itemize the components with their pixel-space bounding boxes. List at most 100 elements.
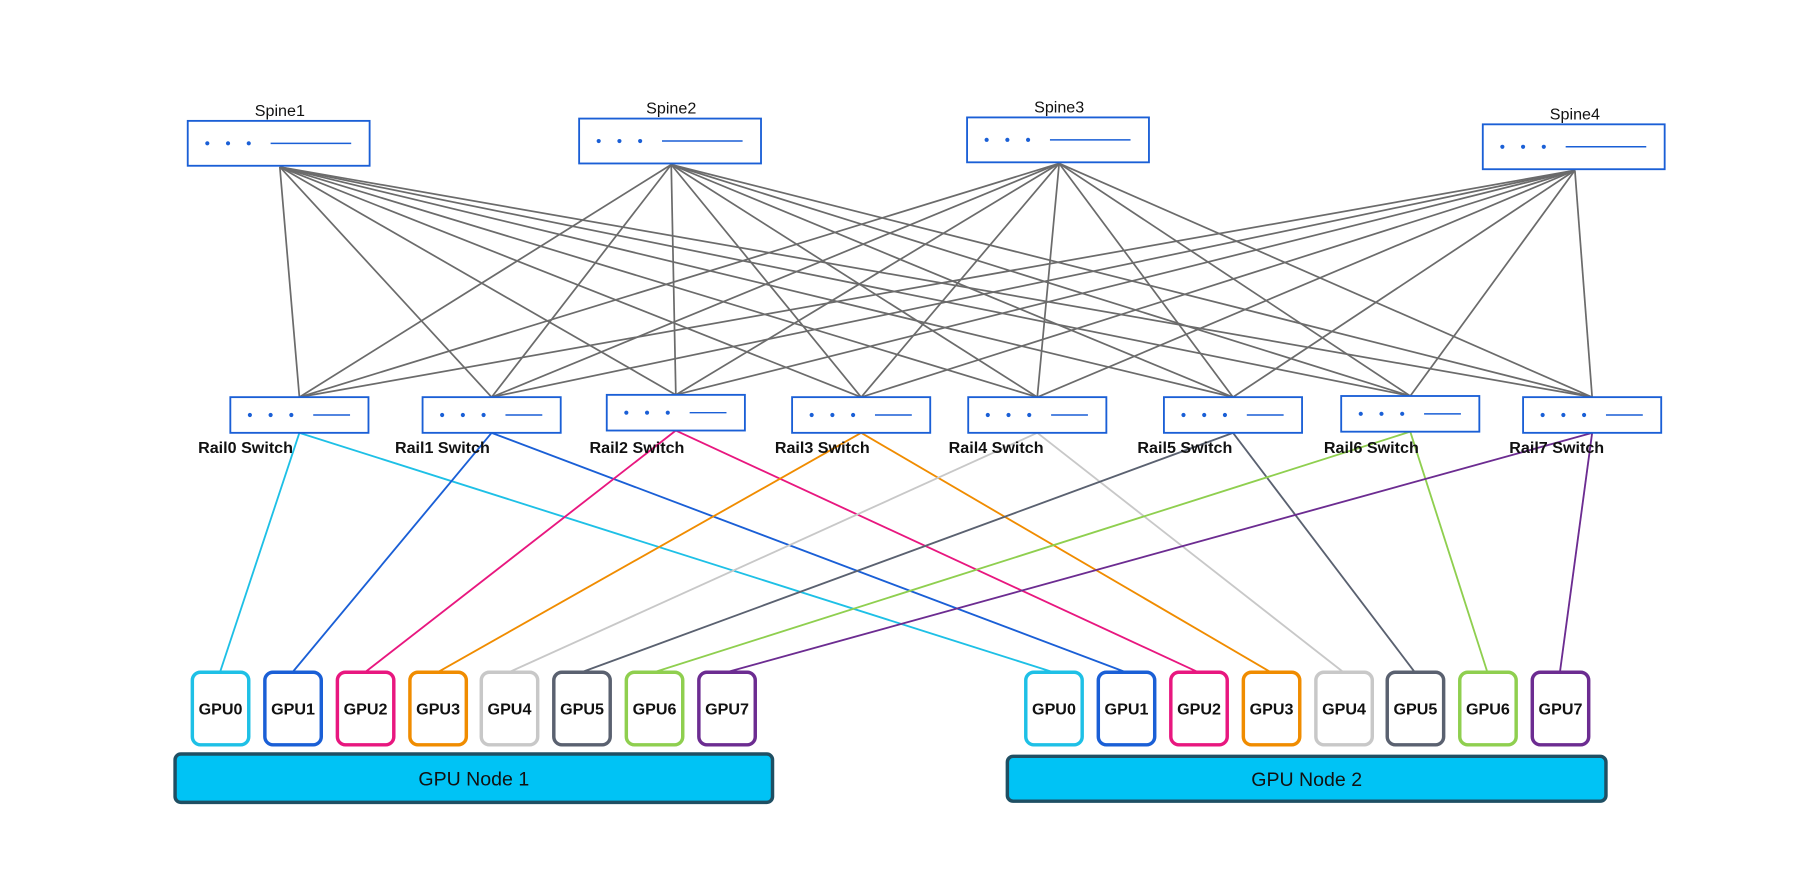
spine-link: [491, 162, 1060, 398]
gpu-label: GPU2: [344, 701, 388, 719]
port-dot: [1358, 411, 1363, 416]
gpu: [624, 670, 685, 747]
port-dot: [851, 412, 856, 418]
port-dot: [1181, 412, 1186, 418]
gpu: [408, 670, 469, 747]
port-dot: [246, 141, 251, 146]
rail-label: Rail6 Switch: [1324, 439, 1419, 457]
port-dot: [289, 412, 294, 418]
gpu-label: GPU5: [1394, 701, 1438, 719]
node-label: GPU Node 1: [418, 769, 529, 791]
gpu: [335, 670, 396, 747]
rail-label: Rail1 Switch: [395, 439, 490, 457]
gpu-label: GPU6: [1466, 701, 1510, 719]
spine-link: [1058, 162, 1593, 398]
spine-link: [279, 166, 1411, 397]
spine-link: [670, 164, 677, 395]
port-dot: [1006, 412, 1011, 418]
rail-label: Rail7 Switch: [1509, 439, 1604, 457]
port-dot: [985, 412, 990, 418]
port-dot: [225, 141, 231, 146]
gpu: [190, 670, 251, 747]
rail-label: Rail0 Switch: [198, 439, 293, 457]
gpu: [552, 670, 612, 747]
spine-label: Spine4: [1550, 105, 1600, 123]
port-dot: [596, 138, 601, 144]
port-dot: [665, 410, 670, 415]
port-dot: [1582, 412, 1587, 418]
port-dot: [1561, 412, 1566, 418]
spine-label: Spine1: [255, 102, 305, 120]
rail-link: [1232, 432, 1416, 673]
spine-link: [670, 163, 1411, 397]
gpu-label: GPU6: [633, 701, 677, 719]
rail-label: Rail5 Switch: [1137, 439, 1232, 457]
gpu-label: GPU1: [271, 701, 315, 719]
port-dot: [1222, 412, 1227, 418]
spine-link: [279, 166, 1593, 398]
port-dot: [205, 141, 210, 146]
rail-link: [364, 429, 677, 674]
spine-link: [279, 166, 1234, 398]
rail-link: [1409, 431, 1489, 673]
port-dot: [440, 412, 445, 418]
rail-link: [508, 431, 1038, 674]
gpu-label: GPU3: [416, 701, 460, 719]
gpu-label: GPU7: [705, 701, 749, 719]
rail-link: [219, 432, 301, 673]
rail-label: Rail3 Switch: [775, 439, 870, 457]
gpu-label: GPU1: [1105, 701, 1149, 719]
node-label: GPU Node 2: [1251, 769, 1362, 791]
port-dot: [1500, 144, 1505, 149]
port-dot: [1379, 411, 1384, 416]
spine-link: [675, 169, 1576, 396]
spine-link: [675, 162, 1060, 396]
gpu: [1385, 670, 1446, 747]
gpu-label: GPU7: [1539, 701, 1583, 719]
port-dot: [624, 410, 629, 415]
port-dot: [268, 412, 273, 418]
gpu-label: GPU2: [1177, 701, 1221, 719]
spine-link: [670, 164, 862, 398]
port-dot: [1026, 137, 1031, 142]
port-dot: [1027, 412, 1032, 418]
port-dot: [460, 412, 465, 418]
rail-link: [860, 432, 1272, 674]
gpu: [479, 670, 540, 747]
gpu-label: GPU4: [1322, 701, 1366, 719]
spine-link: [1058, 162, 1234, 398]
gpu-node: [173, 752, 775, 805]
gpu: [1458, 670, 1518, 747]
spine-label: Spine2: [646, 100, 696, 118]
gpu: [1241, 670, 1302, 747]
port-dot: [830, 412, 835, 418]
port-dot: [984, 137, 989, 142]
gpu-node: [1005, 754, 1608, 803]
port-dot: [481, 412, 486, 418]
spine-link: [278, 166, 301, 398]
gpu: [263, 670, 323, 747]
port-dot: [1540, 412, 1545, 418]
spine-link: [299, 169, 1576, 398]
gpu-label: GPU3: [1250, 701, 1294, 719]
spine-link: [1036, 169, 1576, 398]
port-dot: [617, 138, 622, 144]
spine-label: Spine3: [1034, 98, 1084, 116]
spine-link: [1409, 169, 1576, 397]
port-dot: [1005, 137, 1010, 142]
spine-link: [670, 163, 1038, 398]
gpu-label: GPU4: [488, 701, 532, 719]
rail-link: [1559, 432, 1594, 673]
gpu-label: GPU0: [199, 701, 243, 719]
rail-link: [491, 431, 1127, 674]
rail-link: [291, 432, 493, 673]
rail-label: Rail4 Switch: [949, 439, 1044, 457]
port-dot: [638, 138, 643, 144]
spine-link: [1058, 162, 1411, 397]
gpu: [1024, 670, 1084, 747]
spine-link: [491, 169, 1576, 398]
boxes: Spine1 Spine2 Spine3 Spine4 Rail0 Switch Rail…: [173, 98, 1666, 805]
spine-link: [279, 166, 1038, 398]
spine-link: [1232, 169, 1576, 398]
gpu: [697, 670, 757, 747]
